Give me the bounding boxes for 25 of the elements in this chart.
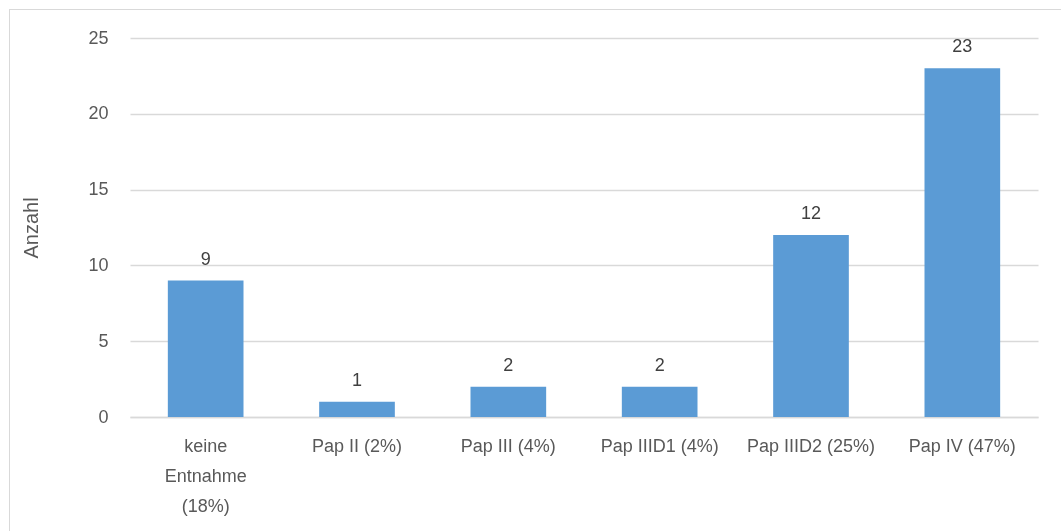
bar	[621, 386, 698, 417]
y-tick-label: 0	[98, 406, 109, 427]
data-label: 2	[654, 354, 665, 375]
y-tick-label: 25	[88, 27, 109, 48]
x-tick-label: Pap IV (47%)	[908, 435, 1016, 456]
x-tick-label: keine Entnahme (18%)	[164, 435, 247, 516]
bar	[470, 386, 547, 417]
data-label: 2	[503, 354, 514, 375]
y-tick-label: 10	[88, 254, 109, 275]
y-tick-label: 5	[98, 330, 109, 351]
data-label: 9	[200, 248, 211, 269]
x-tick-label: Pap III (4%)	[460, 435, 556, 456]
y-tick-label: 20	[88, 103, 109, 124]
data-label: 1	[351, 369, 363, 390]
x-tick-label: Pap IIID1 (4%)	[600, 435, 719, 456]
y-axis-title: Anzahl	[20, 197, 43, 259]
bar	[924, 68, 1001, 417]
y-tick-label: 15	[88, 179, 109, 200]
bar	[167, 280, 244, 417]
data-label: 12	[800, 203, 822, 224]
bar	[319, 401, 395, 417]
x-tick-label: Pap IIID2 (25%)	[746, 435, 876, 456]
data-label: 23	[952, 36, 973, 57]
bar	[773, 235, 849, 417]
x-tick-label: Pap II (2%)	[311, 435, 403, 456]
